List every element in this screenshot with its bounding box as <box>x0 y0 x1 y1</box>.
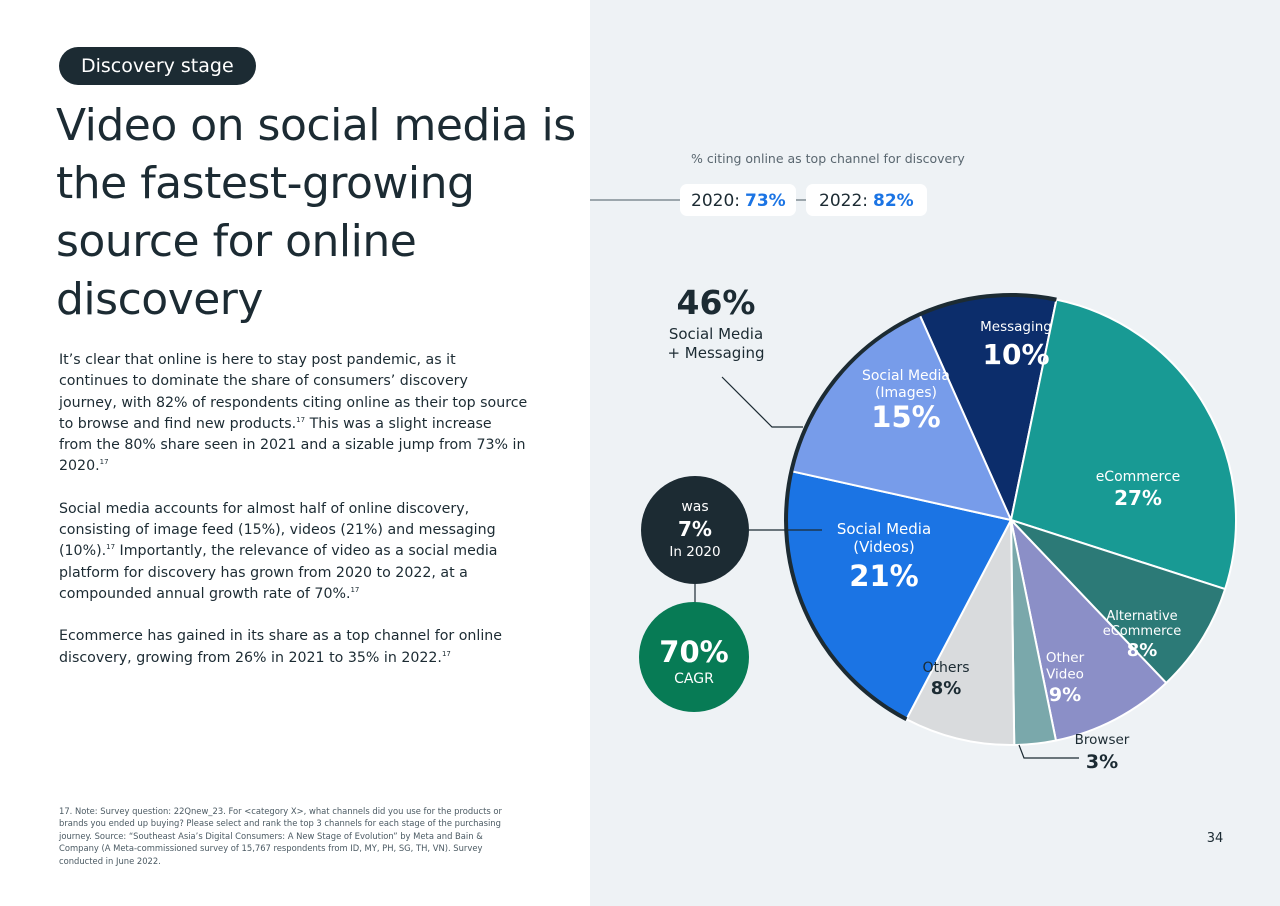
video-2020-badge <box>641 476 749 584</box>
share-2022-value: 82% <box>873 191 914 211</box>
footnote-ref: 17 <box>99 458 109 467</box>
video-2020-value: 7% <box>678 517 712 541</box>
slice-label: Alternative <box>1106 609 1177 624</box>
slice-value-label: 27% <box>1114 486 1162 510</box>
social-messaging-total-label-line1: Social Media <box>669 325 763 343</box>
social-media-outline <box>784 293 1057 722</box>
slice-label: eCommerce <box>1103 624 1182 639</box>
page-number: 34 <box>1206 831 1224 846</box>
social-messaging-total-value: 46% <box>677 283 756 322</box>
pie-slice <box>1010 519 1168 742</box>
share-2020-box <box>680 184 796 216</box>
paragraph-1-text-cont: This was a slight increase from the 80% … <box>59 415 526 475</box>
slice-value-label: 21% <box>849 559 918 593</box>
slice-label: (Images) <box>875 385 937 401</box>
slice-label: Other <box>1046 650 1085 666</box>
slice-label: Others <box>922 660 969 676</box>
slice-label: (Videos) <box>853 538 915 556</box>
paragraph-1-text: It’s clear that online is here to stay p… <box>59 352 528 432</box>
footnote-ref: 17 <box>106 543 116 552</box>
chart-subtitle: % citing online as top channel for disco… <box>691 151 965 166</box>
slice-label: Video <box>1046 667 1084 683</box>
footnote: 17. Note: Survey question: 22Qnew_23. Fo… <box>59 806 502 866</box>
slice-value-label: 15% <box>871 400 940 434</box>
footnote-ref: 17 <box>441 649 451 658</box>
slice-value-label: 10% <box>982 338 1049 371</box>
slice-value-label: 3% <box>1086 751 1118 773</box>
slice-label: Browser <box>1075 732 1130 748</box>
social-messaging-callout: 46% Social Media + Messaging <box>667 283 803 428</box>
paragraph-2-text-cont: Importantly, the relevance of video as a… <box>59 543 498 602</box>
browser-leader-line <box>1018 744 1079 759</box>
share-2020-value: 73% <box>745 191 786 211</box>
paragraph-3: Ecommerce has gained in its share as a t… <box>59 626 529 669</box>
video-cagr-label: CAGR <box>674 671 714 687</box>
share-2020: 2020: 73% <box>691 191 786 211</box>
callout-line <box>721 376 803 428</box>
paragraph-2-text: Social media accounts for almost half of… <box>59 500 496 560</box>
footnote-ref: 17 <box>296 415 306 424</box>
share-2022: 2022: 82% <box>819 191 914 211</box>
share-2022-box <box>806 184 927 216</box>
paragraph-2: Social media accounts for almost half of… <box>59 499 529 605</box>
share-2022-year: 2022: <box>819 191 868 211</box>
video-2020-prefix: was <box>681 499 708 515</box>
share-2020-year: 2020: <box>691 191 740 211</box>
slice-label: eCommerce <box>1096 469 1181 485</box>
pie-slice <box>1010 519 1227 684</box>
video-2020-suffix: In 2020 <box>669 544 720 560</box>
slice-label: Social Media <box>862 368 950 384</box>
discovery-channel-pie-chart: % citing online as top channel for disco… <box>590 151 1237 773</box>
online-share-row: 2020: 73% 2022: 82% <box>590 184 927 216</box>
pie: Messaging10%eCommerce27%AlternativeeComm… <box>784 293 1237 773</box>
slice-label: Messaging <box>980 319 1052 335</box>
body-text: It’s clear that online is here to stay p… <box>59 350 529 690</box>
video-cagr-value: 70% <box>659 635 728 669</box>
slice-value-label: 8% <box>931 678 962 699</box>
slice-value-label: 8% <box>1127 640 1158 661</box>
text-panel <box>0 0 590 906</box>
pie-slice <box>905 519 1016 746</box>
paragraph-1: It’s clear that online is here to stay p… <box>59 350 529 478</box>
pie-slice <box>1010 298 1237 591</box>
paragraph-3-text: Ecommerce has gained in its share as a t… <box>59 628 503 666</box>
social-messaging-total-label-line2: + Messaging <box>667 344 764 362</box>
section-tag: Discovery stage <box>59 47 256 85</box>
slice-value-label: 9% <box>1049 684 1081 706</box>
video-cagr-badge <box>639 602 749 712</box>
video-growth-callout: was 7% In 2020 70% CAGR <box>639 476 822 712</box>
footnote-ref: 17 <box>350 585 360 594</box>
slice-label: Social Media <box>837 520 931 538</box>
page-title: Video on social media is the fastest-gro… <box>56 100 576 325</box>
